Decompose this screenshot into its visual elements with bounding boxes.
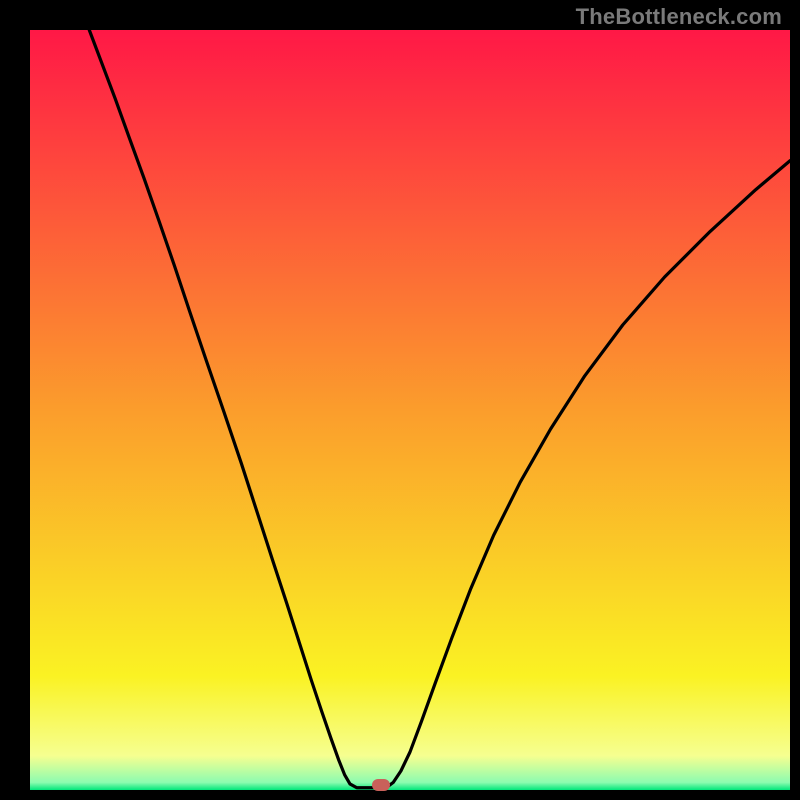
watermark-text: TheBottleneck.com: [576, 4, 782, 30]
optimum-marker: [372, 779, 390, 791]
plot-background: [30, 30, 790, 790]
chart-frame: TheBottleneck.com: [0, 0, 800, 800]
